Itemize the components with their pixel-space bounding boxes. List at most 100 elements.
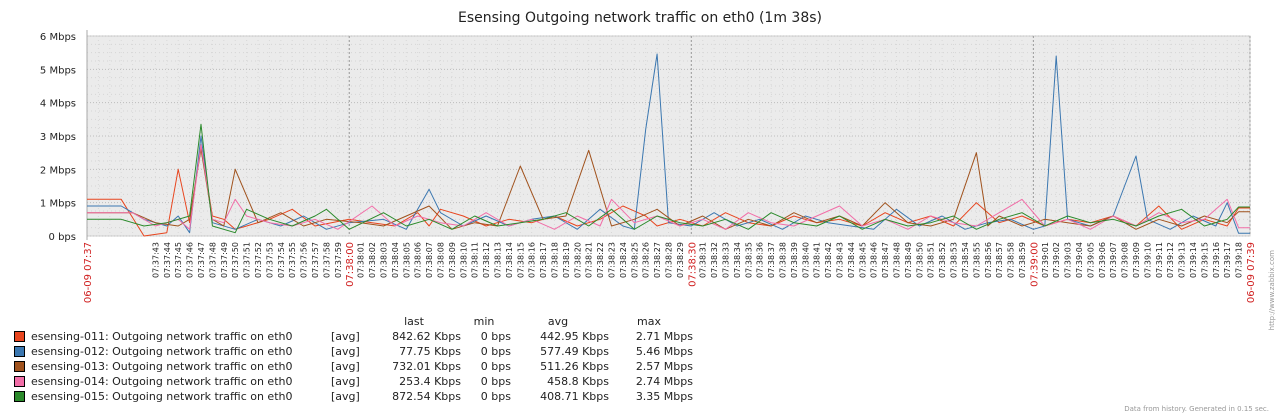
x-tick-label: 07:37:54: [277, 242, 286, 278]
x-tick-label: 07:38:09: [448, 242, 457, 278]
x-tick-label: 07:38:54: [961, 242, 970, 278]
x-tick-label: 07:39:17: [1223, 242, 1232, 278]
x-tick-label: 07:38:19: [562, 242, 571, 278]
series-lines: [87, 53, 1250, 237]
x-tick-label: 07:38:12: [482, 242, 491, 278]
x-tick-label: 07:38:22: [596, 242, 605, 278]
x-tick-label: 07:39:06: [1098, 242, 1107, 278]
network-traffic-chart: Esensing Outgoing network traffic on eth…: [40, 10, 1257, 303]
x-tick-label: 07:38:08: [436, 242, 445, 278]
legend-last-value: 872.54 Kbps: [392, 390, 461, 403]
x-tick-label: 07:39:14: [1189, 242, 1198, 278]
legend-function: [avg]: [331, 390, 360, 403]
legend-min-value: 0 bps: [480, 360, 511, 373]
x-tick-label: 07:37:46: [186, 242, 195, 278]
x-tick-label: 07:38:40: [801, 242, 810, 278]
x-tick-label: 07:39:13: [1178, 242, 1187, 278]
x-tick-label: 07:38:29: [676, 242, 685, 278]
grid-lines: [86, 35, 1251, 237]
y-tick-label: 0 bps: [49, 232, 76, 243]
x-tick-label: 07:37:43: [151, 242, 160, 278]
legend-max-value: 2.71 Mbps: [635, 330, 693, 343]
x-tick-label: 07:38:18: [550, 242, 559, 278]
y-tick-label: 5 Mbps: [40, 65, 76, 76]
x-tick-label: 07:37:49: [220, 242, 229, 278]
x-tick-label: 07:38:46: [870, 242, 879, 278]
x-tick-label: 07:39:16: [1212, 242, 1221, 278]
legend-header-last: last: [404, 315, 424, 328]
x-tick-label: 07:38:11: [471, 242, 480, 278]
x-tick-label: 07:38:20: [573, 242, 582, 278]
x-major-tick-label: 07:38:30: [687, 242, 698, 287]
legend-color-swatch: [14, 361, 25, 372]
x-major-tick-label: 07:38:00: [345, 242, 356, 287]
x-tick-label: 07:39:02: [1052, 242, 1061, 278]
x-tick-label: 07:37:45: [174, 242, 183, 278]
legend-row: esensing-012: Outgoing network traffic o…: [14, 344, 693, 359]
x-tick-label: 07:38:07: [425, 242, 434, 278]
x-tick-label: 07:38:01: [357, 242, 366, 278]
x-tick-label: 07:38:50: [915, 242, 924, 278]
x-tick-label: 07:39:18: [1235, 242, 1244, 278]
legend-color-swatch: [14, 346, 25, 357]
x-tick-label: 07:38:55: [972, 242, 981, 278]
x-major-tick-label: 07:39:00: [1029, 242, 1040, 287]
x-tick-label: 07:38:42: [824, 242, 833, 278]
x-tick-label: 07:38:21: [585, 242, 594, 278]
legend-last-value: 253.4 Kbps: [399, 375, 461, 388]
legend-last-value: 732.01 Kbps: [392, 360, 461, 373]
x-tick-label: 07:38:13: [493, 242, 502, 278]
x-tick-label: 07:38:48: [893, 242, 902, 278]
legend-min-value: 0 bps: [480, 375, 511, 388]
x-tick-label: 07:39:15: [1200, 242, 1209, 278]
x-tick-label: 07:38:32: [710, 242, 719, 278]
x-major-tick-label: 06-09 07:39: [1246, 242, 1257, 303]
x-tick-label: 07:38:17: [539, 242, 548, 278]
legend-row: esensing-013: Outgoing network traffic o…: [14, 359, 693, 374]
x-tick-label: 07:37:59: [334, 242, 343, 278]
x-tick-label: 07:38:39: [790, 242, 799, 278]
x-tick-label: 07:37:47: [197, 242, 206, 278]
legend-max-value: 2.57 Mbps: [635, 360, 693, 373]
x-tick-label: 07:38:51: [927, 242, 936, 278]
x-tick-label: 07:39:10: [1143, 242, 1152, 278]
x-tick-label: 07:39:04: [1075, 242, 1084, 278]
legend-row: esensing-011: Outgoing network traffic o…: [14, 329, 693, 344]
legend-function: [avg]: [331, 375, 360, 388]
legend-function: [avg]: [331, 360, 360, 373]
y-axis: 0 bps 1 Mbps 2 Mbps 3 Mbps 4 Mbps 5 Mbps 6 Mbp…: [40, 30, 88, 243]
x-tick-label: 07:38:59: [1018, 242, 1027, 278]
legend-function: [avg]: [331, 330, 360, 343]
x-tick-label: 07:38:15: [516, 242, 525, 278]
legend-color-swatch: [14, 376, 25, 387]
x-tick-label: 07:38:37: [767, 242, 776, 278]
x-tick-label: 07:38:04: [391, 242, 400, 278]
legend-avg-value: 511.26 Kbps: [540, 360, 609, 373]
x-tick-label: 07:38:38: [779, 242, 788, 278]
x-tick-label: 07:38:41: [813, 242, 822, 278]
x-tick-label: 07:37:50: [231, 242, 240, 278]
legend-series-name: esensing-011: Outgoing network traffic o…: [31, 330, 293, 343]
x-tick-label: 07:38:10: [459, 242, 468, 278]
legend-series-name: esensing-015: Outgoing network traffic o…: [31, 390, 293, 403]
x-tick-label: 07:37:51: [243, 242, 252, 278]
x-tick-label: 07:38:47: [881, 242, 890, 278]
x-tick-label: 07:38:44: [847, 242, 856, 278]
legend-table: last min avg max esensing-011: Outgoing …: [14, 314, 693, 404]
legend-avg-value: 442.95 Kbps: [540, 330, 609, 343]
x-tick-label: 07:37:48: [208, 242, 217, 278]
y-tick-label: 3 Mbps: [40, 132, 76, 143]
x-tick-label: 07:38:26: [642, 242, 651, 278]
x-tick-label: 07:38:57: [995, 242, 1004, 278]
x-tick-label: 07:38:31: [699, 242, 708, 278]
chart-title: Esensing Outgoing network traffic on eth…: [458, 10, 822, 26]
legend-function: [avg]: [331, 345, 360, 358]
legend-color-swatch: [14, 331, 25, 342]
x-tick-label: 07:39:11: [1155, 242, 1164, 278]
x-tick-label: 07:38:56: [984, 242, 993, 278]
x-tick-label: 07:38:34: [733, 242, 742, 278]
x-tick-label: 07:38:06: [414, 242, 423, 278]
x-tick-label: 07:38:45: [858, 242, 867, 278]
legend-header-avg: avg: [547, 315, 569, 328]
legend-min-value: 0 bps: [480, 330, 511, 343]
